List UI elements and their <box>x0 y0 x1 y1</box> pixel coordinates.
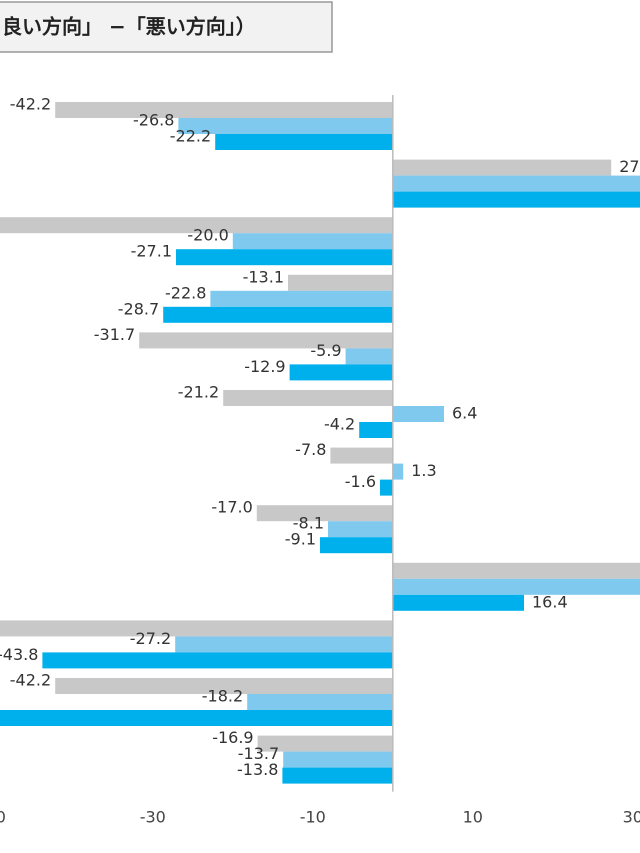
bar <box>359 422 393 438</box>
value-label: -9.1 <box>285 530 316 549</box>
bar <box>215 134 393 150</box>
bar <box>232 233 393 250</box>
bar <box>328 521 393 538</box>
value-label: -7.8 <box>295 440 326 459</box>
value-label: -42.2 <box>10 671 51 690</box>
value-label: -17.0 <box>211 498 252 517</box>
bar <box>55 102 393 118</box>
value-label: 6.4 <box>452 404 477 423</box>
bar <box>392 594 524 611</box>
bar <box>330 447 393 464</box>
bar <box>392 191 640 208</box>
bar <box>139 332 393 349</box>
value-label: -16.9 <box>212 728 253 747</box>
bar <box>175 636 393 653</box>
x-tick-label: -50 <box>0 808 6 827</box>
bar <box>380 479 393 496</box>
bar <box>288 274 393 291</box>
bar <box>247 694 393 710</box>
bar <box>392 406 444 422</box>
bar <box>282 767 393 784</box>
bar <box>392 175 640 192</box>
value-label: -21.2 <box>178 383 219 402</box>
bar <box>392 562 640 579</box>
value-label: 27.3 <box>619 157 640 176</box>
bar <box>289 364 393 381</box>
x-tick-label: 10 <box>463 808 483 827</box>
bar <box>210 290 393 307</box>
value-label: -22.8 <box>165 283 206 302</box>
bar <box>345 348 393 365</box>
value-label: -42.2 <box>10 95 51 114</box>
value-label: -13.1 <box>243 267 284 286</box>
value-label: -20.0 <box>187 226 228 245</box>
value-label: -28.7 <box>118 299 159 318</box>
bar <box>392 463 404 480</box>
value-label: -43.8 <box>0 645 38 664</box>
value-label: -12.9 <box>244 357 285 376</box>
value-label: -5.9 <box>310 341 341 360</box>
value-label: -18.2 <box>202 687 243 706</box>
x-tick-label: 30 <box>623 808 640 827</box>
bar <box>223 390 393 406</box>
value-label: -1.6 <box>345 472 376 491</box>
bar <box>392 578 640 595</box>
bar <box>163 306 393 323</box>
bar <box>178 118 393 134</box>
bar <box>0 710 393 726</box>
value-label: -31.7 <box>94 325 135 344</box>
bar <box>0 217 393 234</box>
value-label: -27.2 <box>130 629 171 648</box>
value-label: -13.7 <box>238 744 279 763</box>
value-label: 16.4 <box>532 592 568 611</box>
value-label: -22.2 <box>170 127 211 146</box>
bar <box>55 678 393 694</box>
bar <box>256 505 393 522</box>
title-box <box>0 1 333 53</box>
bar <box>283 751 393 768</box>
value-label: 1.3 <box>411 461 436 480</box>
bar <box>257 735 393 752</box>
x-tick-label: -30 <box>140 808 166 827</box>
value-label: -27.1 <box>131 242 172 261</box>
bar <box>392 159 612 176</box>
x-tick-label: -10 <box>300 808 326 827</box>
value-label: -4.2 <box>324 415 355 434</box>
chart-title: 良い方向」 −「悪い方向」） <box>2 15 256 39</box>
value-label: -13.8 <box>237 760 278 779</box>
value-label: -8.1 <box>293 514 324 533</box>
bar <box>0 620 393 637</box>
value-label: -26.8 <box>133 111 174 130</box>
bar <box>176 249 393 266</box>
bar <box>320 537 393 554</box>
bar <box>42 652 393 669</box>
